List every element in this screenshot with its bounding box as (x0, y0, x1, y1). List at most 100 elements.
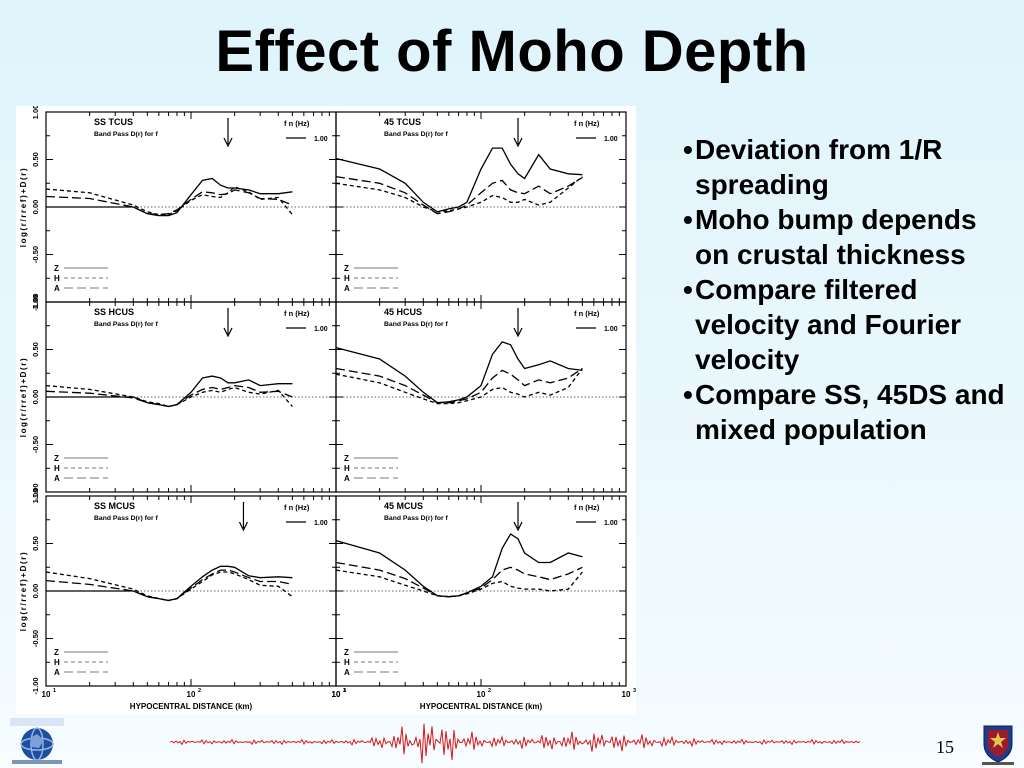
legend-label: H (54, 464, 60, 473)
legend-label: Z (344, 264, 349, 273)
y-tick-label: 0.50 (31, 536, 40, 551)
panel-title: 45 MCUS (384, 501, 423, 511)
legend-label: Z (54, 454, 59, 463)
series-line-a (45, 189, 293, 216)
page-number: 15 (936, 737, 954, 757)
legend-label: A (344, 474, 350, 483)
series-line-z (335, 533, 583, 598)
x-tick-label-exponent: 3 (343, 688, 346, 694)
series-line-h (335, 176, 583, 213)
series-line-h (335, 569, 583, 598)
panel-title: SS HCUS (94, 307, 134, 317)
legend-label: Z (344, 454, 349, 463)
x-tick-label: 10 (42, 690, 51, 699)
legend-label: H (344, 658, 350, 667)
x-tick-label-exponent: 1 (343, 688, 346, 694)
y-tick-label: 0.00 (31, 584, 40, 599)
bullet-list: Deviation from 1/R spreading Moho bump d… (683, 132, 1013, 447)
x-tick-label: 10 (187, 690, 196, 699)
y-tick-label: -0.50 (31, 436, 40, 453)
legend-title: f n (Hz) (574, 503, 600, 512)
panel-subtitle: Band Pass D(r) for f (384, 321, 449, 328)
x-axis-label: HYPOCENTRAL DISTANCE (km) (130, 702, 253, 711)
bullet-item: Deviation from 1/R spreading (683, 132, 1013, 202)
series-line-h (335, 368, 583, 405)
series-line-z (133, 177, 293, 217)
series-line-a (335, 561, 583, 598)
y-tick-label: 0.00 (31, 390, 40, 405)
y-axis-label: log(r/rref)+D(r) (19, 357, 28, 438)
series-line-a (45, 384, 293, 408)
y-tick-label: -1.00 (31, 483, 40, 500)
panel-subtitle: Band Pass D(r) for f (94, 131, 159, 138)
legend-label: Z (54, 648, 59, 657)
legend-label: H (344, 464, 350, 473)
legend-label: A (344, 668, 350, 677)
series-line-z (335, 341, 583, 404)
figure-moho-depth-panels: 1.00 0.50 0.00 -0.50 -1.00 log(r/rref)+D(r) SS… (16, 106, 636, 714)
chart-panel: 45 HCUS Band Pass D(r) for f f n (Hz) 1.00 Z… (335, 301, 627, 493)
x-tick-label-exponent: 3 (633, 688, 636, 694)
x-tick-label: 10 (332, 690, 341, 699)
legend-label: A (54, 284, 60, 293)
series-line-z (133, 375, 293, 408)
moho-arrow-head (238, 521, 248, 532)
series-line-z (133, 565, 293, 602)
moho-arrow-head (223, 137, 233, 148)
legend-label: A (54, 474, 60, 483)
moho-arrow-head (223, 327, 233, 338)
bullet-item: Compare filtered velocity and Fourier ve… (683, 272, 1013, 377)
panel-title: 45 TCUS (384, 117, 421, 127)
moho-arrow-head (513, 327, 523, 338)
legend-entry: 1.00 (604, 520, 618, 527)
series-line-a (45, 569, 293, 602)
legend-label: H (344, 274, 350, 283)
y-tick-label: -1.00 (31, 293, 40, 310)
legend-title: f n (Hz) (284, 309, 310, 318)
legend-entry: 1.00 (314, 326, 328, 333)
legend-label: A (344, 284, 350, 293)
legend-title: f n (Hz) (574, 309, 600, 318)
earth-globe-logo (10, 718, 64, 764)
y-tick-label: -0.50 (31, 246, 40, 263)
chart-panel: 1.00 0.50 0.00 -0.50 -1.00 log(r/rref)+D(r) SS… (19, 489, 346, 711)
series-line-a (335, 175, 583, 215)
chart-panel: 45 MCUS Band Pass D(r) for f f n (Hz) 1.00 Z… (332, 495, 636, 711)
y-tick-label: 1.00 (31, 489, 40, 504)
panel-subtitle: Band Pass D(r) for f (94, 321, 159, 328)
seismogram-trace (170, 723, 860, 764)
legend-label: Z (54, 264, 59, 273)
legend-entry: 1.00 (314, 136, 328, 143)
university-crest-logo (982, 725, 1014, 765)
x-tick-label: 10 (622, 690, 631, 699)
series-line-h (45, 186, 293, 216)
series-line-h (45, 571, 293, 602)
legend-title: f n (Hz) (284, 503, 310, 512)
y-axis-label: log(r/rref)+D(r) (19, 167, 28, 248)
legend-label: A (54, 668, 60, 677)
moho-arrow-head (513, 137, 523, 148)
x-tick-label: 10 (332, 690, 341, 699)
legend-label: H (54, 658, 60, 667)
x-axis-label: HYPOCENTRAL DISTANCE (km) (420, 702, 543, 711)
legend-title: f n (Hz) (284, 119, 310, 128)
y-axis-label: log(r/rref)+D(r) (19, 551, 28, 632)
legend-entry: 1.00 (314, 520, 328, 527)
x-tick-label-exponent: 1 (53, 688, 56, 694)
panel-title: SS TCUS (94, 117, 133, 127)
x-tick-label-exponent: 2 (488, 688, 491, 694)
series-line-a (335, 367, 583, 404)
panel-subtitle: Band Pass D(r) for f (94, 515, 159, 522)
series-line-h (45, 384, 293, 408)
panel-title: 45 HCUS (384, 307, 422, 317)
legend-label: Z (344, 648, 349, 657)
y-tick-label: 0.50 (31, 152, 40, 167)
bullet-item: Compare SS, 45DS and mixed population (683, 377, 1013, 447)
x-tick-label-exponent: 2 (198, 688, 201, 694)
chart-panel: 1.00 0.50 0.00 -0.50 -1.00 log(r/rref)+D(r) SS… (19, 106, 337, 311)
y-tick-label: 1.00 (31, 295, 40, 310)
slide-title: Effect of Moho Depth (215, 19, 809, 84)
y-tick-label: 1.00 (31, 106, 40, 119)
seismogram-decoration (170, 723, 860, 764)
y-tick-label: 0.50 (31, 342, 40, 357)
